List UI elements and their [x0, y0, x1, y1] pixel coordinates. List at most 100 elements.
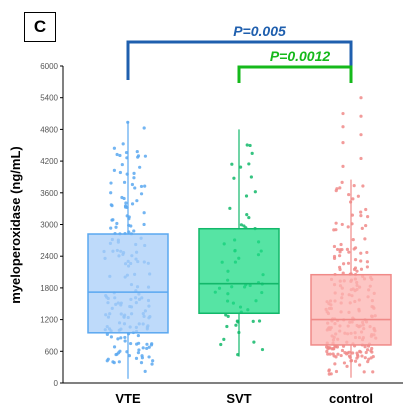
data-point — [222, 337, 226, 341]
data-point — [251, 319, 255, 323]
data-point — [327, 372, 331, 376]
data-point — [338, 254, 342, 258]
data-point — [111, 218, 115, 222]
data-point — [119, 336, 123, 340]
y-tick-label: 1800 — [40, 284, 58, 293]
data-point — [114, 352, 118, 357]
data-point — [363, 345, 367, 349]
outlier-point — [341, 125, 345, 129]
data-point — [352, 184, 356, 188]
box-vte — [87, 233, 169, 334]
data-point — [123, 335, 127, 340]
box-svt — [198, 227, 280, 315]
box-control — [310, 273, 392, 346]
data-point — [332, 228, 336, 232]
data-point — [359, 251, 363, 255]
x-tick-label: VTE — [115, 391, 141, 405]
data-point — [124, 201, 128, 205]
data-point — [121, 142, 125, 146]
y-axis-label: myeloperoxidase (ng/mL) — [8, 146, 23, 303]
data-point — [143, 154, 148, 158]
data-point — [359, 259, 363, 263]
data-point — [325, 349, 329, 354]
data-point — [347, 350, 351, 354]
data-point — [341, 262, 346, 266]
data-point — [327, 369, 331, 373]
data-point — [339, 242, 343, 247]
x-tick-label: SVT — [226, 391, 251, 405]
data-point — [365, 348, 370, 352]
bracket-svt-control — [237, 65, 353, 83]
y-tick-label: 6000 — [40, 62, 58, 71]
data-point — [365, 250, 369, 255]
data-point — [114, 225, 118, 229]
data-point — [135, 149, 139, 154]
y-tick-label: 3000 — [40, 221, 58, 230]
data-point — [137, 341, 141, 345]
outlier-point — [359, 156, 363, 161]
data-point — [333, 362, 337, 366]
boxes — [87, 121, 392, 379]
y-tick-label: 4800 — [40, 125, 58, 134]
data-point — [338, 186, 342, 190]
data-point — [136, 333, 140, 338]
data-point — [346, 225, 350, 229]
data-point — [370, 346, 374, 351]
data-point — [347, 192, 351, 197]
data-point — [359, 350, 363, 354]
data-point — [351, 351, 355, 355]
data-point — [136, 351, 141, 355]
data-point — [147, 345, 151, 349]
data-point — [340, 348, 345, 353]
data-point — [336, 352, 340, 356]
x-tick-label: control — [329, 391, 373, 405]
data-point — [345, 247, 350, 251]
data-point — [225, 324, 229, 329]
data-point — [118, 153, 122, 158]
data-point — [109, 191, 113, 195]
data-point — [366, 215, 370, 219]
data-point — [339, 353, 343, 358]
data-point — [139, 361, 144, 365]
data-point — [340, 222, 344, 227]
data-point — [363, 356, 367, 360]
bracket-vte-control — [126, 40, 353, 80]
data-point — [244, 194, 249, 198]
data-point — [353, 257, 358, 262]
data-point — [228, 206, 232, 210]
data-point — [355, 269, 359, 273]
data-point — [326, 347, 330, 351]
data-point — [137, 348, 141, 352]
data-point — [358, 363, 362, 367]
data-point — [111, 360, 115, 364]
data-point — [249, 175, 253, 179]
y-tick-label: 5400 — [40, 94, 58, 103]
p-value-label: P=0.0012 — [270, 48, 331, 64]
data-point — [253, 190, 257, 194]
data-point — [338, 267, 342, 272]
data-point — [345, 364, 349, 368]
data-point — [122, 196, 126, 201]
data-point — [363, 237, 367, 241]
y-tick-label: 1200 — [40, 316, 58, 325]
data-point — [224, 313, 228, 317]
data-point — [359, 267, 364, 271]
y-tick-label: 4200 — [40, 157, 58, 166]
data-point — [136, 155, 140, 159]
data-point — [106, 357, 110, 361]
data-point — [130, 202, 135, 206]
data-point — [247, 215, 251, 220]
outlier-point — [359, 114, 363, 118]
data-point — [110, 203, 114, 208]
data-point — [234, 323, 238, 327]
data-point — [364, 350, 368, 355]
data-point — [334, 221, 338, 225]
data-point — [351, 197, 355, 201]
outlier-point — [341, 141, 345, 145]
data-point — [145, 346, 149, 351]
data-point — [250, 151, 254, 155]
data-point — [367, 357, 371, 361]
data-point — [328, 352, 332, 356]
data-point — [115, 221, 119, 226]
